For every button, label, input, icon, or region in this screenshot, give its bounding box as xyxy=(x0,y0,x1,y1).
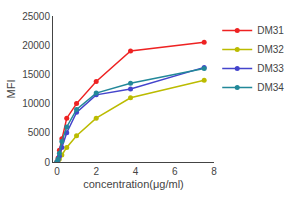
svg-text:10000: 10000 xyxy=(22,98,50,109)
svg-text:15000: 15000 xyxy=(22,69,50,80)
svg-text:DM32: DM32 xyxy=(257,44,284,55)
svg-text:20000: 20000 xyxy=(22,40,50,51)
svg-text:DM31: DM31 xyxy=(257,25,284,36)
svg-text:0: 0 xyxy=(44,157,50,168)
svg-text:25000: 25000 xyxy=(22,11,50,22)
svg-text:DM34: DM34 xyxy=(257,82,284,93)
svg-text:6: 6 xyxy=(172,166,178,177)
svg-text:DM33: DM33 xyxy=(257,63,284,74)
svg-text:0: 0 xyxy=(54,166,60,177)
svg-text:8: 8 xyxy=(211,166,217,177)
svg-text:2: 2 xyxy=(93,166,99,177)
svg-text:4: 4 xyxy=(133,166,139,177)
svg-text:MFI: MFI xyxy=(5,80,17,99)
svg-text:concentration(μg/ml): concentration(μg/ml) xyxy=(83,178,184,190)
svg-text:5000: 5000 xyxy=(28,127,51,138)
